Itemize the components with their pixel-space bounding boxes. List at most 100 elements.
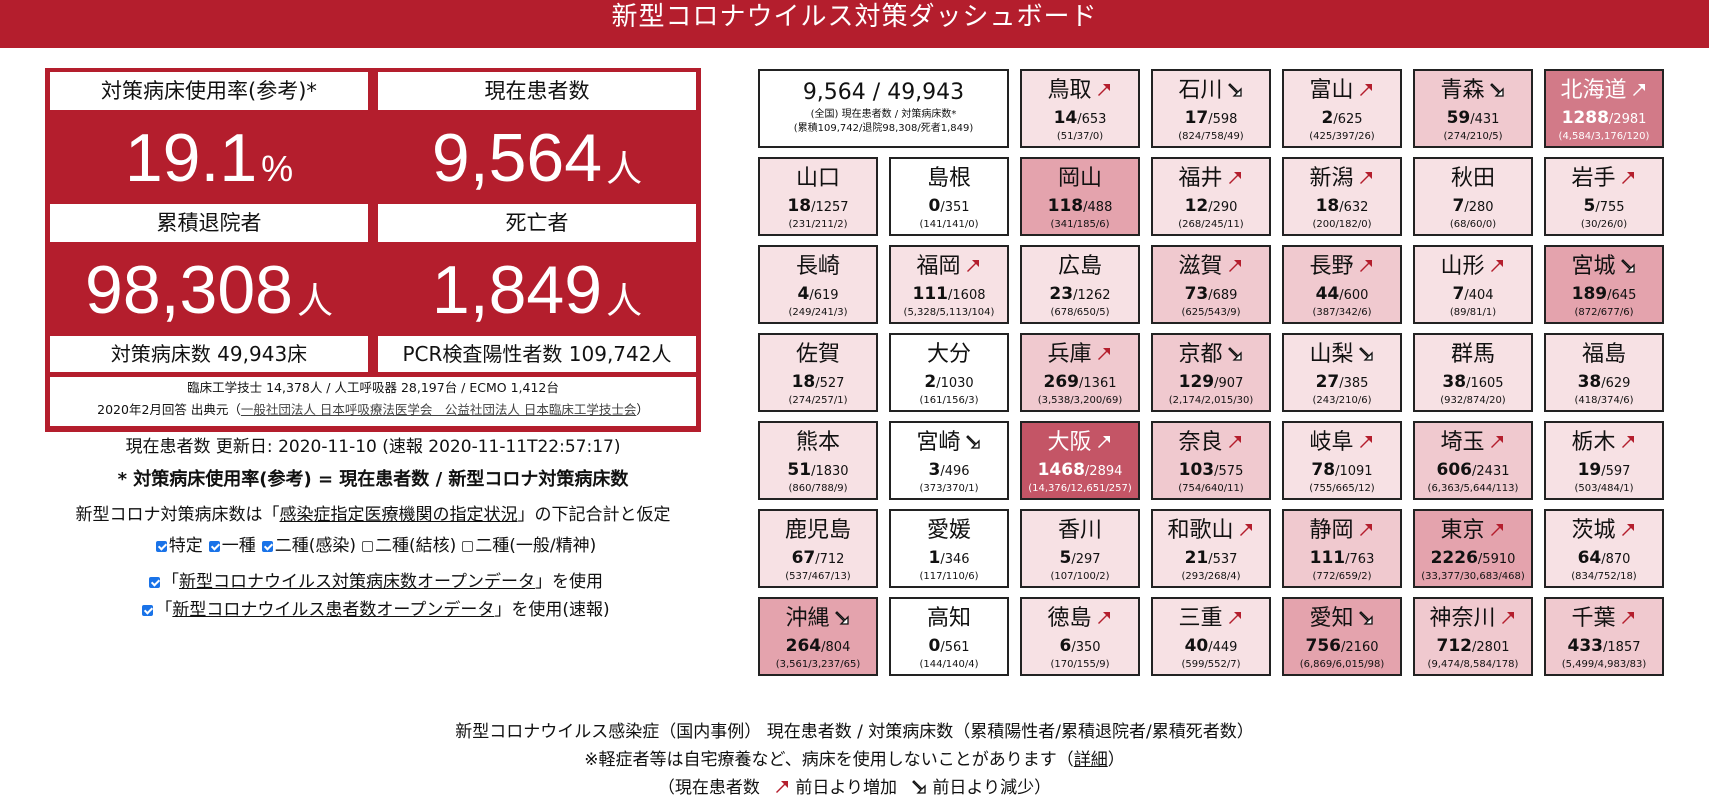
- prefecture-cell[interactable]: 宮城 189/645 (872/677/6): [1544, 245, 1664, 324]
- prefecture-cell[interactable]: 宮崎 3/496 (373/370/1): [889, 421, 1009, 500]
- prefecture-cell[interactable]: 沖縄 264/804 (3,561/3,237/65): [758, 597, 878, 676]
- prefecture-cell[interactable]: 青森 59/431 (274/210/5): [1413, 69, 1533, 148]
- prefecture-value: 189/645: [1546, 284, 1662, 306]
- prefecture-name-text: 鹿児島: [784, 518, 851, 543]
- opendata-patients-checkbox[interactable]: [142, 605, 154, 616]
- prefecture-name: 京都: [1153, 342, 1269, 368]
- prefecture-cell[interactable]: 熊本 51/1830 (860/788/9): [758, 421, 878, 500]
- prefecture-detail: (872/677/6): [1574, 307, 1634, 318]
- prefecture-cell[interactable]: 和歌山 21/537 (293/268/4): [1151, 509, 1271, 588]
- prefecture-cell[interactable]: 石川 17/598 (824/758/49): [1151, 69, 1271, 148]
- prefecture-cell[interactable]: 富山 2/625 (425/397/26): [1282, 69, 1402, 148]
- prefecture-cell[interactable]: 京都 129/907 (2,174/2,015/30): [1151, 333, 1271, 412]
- bed-type-checkbox[interactable]: [462, 541, 474, 552]
- prefecture-name: 山梨: [1284, 342, 1400, 368]
- prefecture-value: 18/1257: [760, 196, 876, 218]
- prefecture-beds: /1361: [1079, 376, 1117, 391]
- updated-text: 現在患者数 更新日: 2020-11-10 (速報 2020-11-11T22:…: [125, 437, 621, 457]
- details-link[interactable]: 詳細: [1073, 750, 1108, 770]
- prefecture-cell[interactable]: 鳥取 14/653 (51/37/0): [1020, 69, 1140, 148]
- prefecture-name-text: 山口: [795, 166, 840, 191]
- prefecture-cell[interactable]: 福岡 111/1608 (5,328/5,113/104): [889, 245, 1009, 324]
- prefecture-cell[interactable]: 大分 2/1030 (161/156/3): [889, 333, 1009, 412]
- prefecture-name-text: 山形: [1440, 254, 1485, 279]
- prefecture-cell[interactable]: 鹿児島 67/712 (537/467/13): [758, 509, 878, 588]
- prefecture-cell[interactable]: 山梨 27/385 (243/210/6): [1282, 333, 1402, 412]
- source-prefix: 2020年2月回答 出典元（: [97, 402, 241, 417]
- prefecture-value: 2226/5910: [1415, 548, 1531, 570]
- prefecture-cell[interactable]: 山口 18/1257 (231/211/2): [758, 157, 878, 236]
- prefecture-cell[interactable]: 神奈川 712/2801 (9,474/8,584/178): [1413, 597, 1533, 676]
- legend-suffix: ）: [1034, 778, 1052, 798]
- arrow-up-icon: [1501, 612, 1514, 624]
- prefecture-cell[interactable]: 秋田 7/280 (68/60/0): [1413, 157, 1533, 236]
- bed-type-checkbox[interactable]: [261, 541, 273, 552]
- prefecture-value: 12/290: [1153, 196, 1269, 218]
- prefecture-cell[interactable]: 香川 5/297 (107/100/2): [1020, 509, 1140, 588]
- prefecture-cell[interactable]: 長崎 4/619 (249/241/3): [758, 245, 878, 324]
- prefecture-cell[interactable]: 三重 40/449 (599/552/7): [1151, 597, 1271, 676]
- prefecture-cell[interactable]: 福島 38/629 (418/374/6): [1544, 333, 1664, 412]
- prefecture-detail: (6,363/5,644/113): [1427, 483, 1519, 494]
- usage-label: 対策病床使用率(参考)*: [50, 72, 368, 110]
- bed-type-checkbox[interactable]: [208, 541, 220, 552]
- prefecture-cell[interactable]: 新潟 18/632 (200/182/0): [1282, 157, 1402, 236]
- prefecture-cell[interactable]: 広島 23/1262 (678/650/5): [1020, 245, 1140, 324]
- opendata-beds-link[interactable]: 新型コロナウイルス対策病床数オープンデータ: [179, 572, 535, 592]
- prefecture-patients: 111: [912, 284, 949, 304]
- prefecture-cell[interactable]: 兵庫 269/1361 (3,538/3,200/69): [1020, 333, 1140, 412]
- prefecture-detail: (3,561/3,237/65): [775, 659, 861, 670]
- opendata-beds-checkbox[interactable]: [149, 577, 160, 588]
- prefecture-cell[interactable]: 長野 44/600 (387/342/6): [1282, 245, 1402, 324]
- prefecture-detail: (200/182/0): [1312, 219, 1372, 230]
- prefecture-cell[interactable]: 静岡 111/763 (772/659/2): [1282, 509, 1402, 588]
- prefecture-name-text: 福島: [1581, 342, 1626, 367]
- prefecture-cell[interactable]: 佐賀 18/527 (274/257/1): [758, 333, 878, 412]
- prefecture-name: 岐阜: [1284, 430, 1400, 456]
- prefecture-cell[interactable]: 岩手 5/755 (30/26/0): [1544, 157, 1664, 236]
- prefecture-value: 21/537: [1153, 548, 1269, 570]
- prefecture-cell[interactable]: 滋賀 73/689 (625/543/9): [1151, 245, 1271, 324]
- designation-link[interactable]: 感染症指定医療機関の指定状況: [279, 505, 518, 525]
- prefecture-cell[interactable]: 山形 7/404 (89/81/1): [1413, 245, 1533, 324]
- prefecture-cell[interactable]: 埼玉 606/2431 (6,363/5,644/113): [1413, 421, 1533, 500]
- patients-value: 9,564: [431, 120, 603, 196]
- prefecture-cell[interactable]: 群馬 38/1605 (932/874/20): [1413, 333, 1533, 412]
- prefecture-name: 宮城: [1546, 254, 1662, 280]
- prefecture-cell[interactable]: 徳島 6/350 (170/155/9): [1020, 597, 1140, 676]
- prefecture-cell[interactable]: 茨城 64/870 (834/752/18): [1544, 509, 1664, 588]
- prefecture-cell[interactable]: 島根 0/351 (141/141/0): [889, 157, 1009, 236]
- prefecture-cell[interactable]: 栃木 19/597 (503/484/1): [1544, 421, 1664, 500]
- prefecture-value: 2/1030: [891, 372, 1007, 394]
- prefecture-patients: 21: [1184, 548, 1209, 568]
- prefecture-value: 27/385: [1284, 372, 1400, 394]
- prefecture-cell[interactable]: 奈良 103/575 (754/640/11): [1151, 421, 1271, 500]
- prefecture-name-text: 長野: [1309, 254, 1354, 279]
- legend-down-label: 前日より減少: [932, 778, 1035, 798]
- arrow-up-icon: [1490, 436, 1503, 448]
- prefecture-cell[interactable]: 大阪 1468/2894 (14,376/12,651/257): [1020, 421, 1140, 500]
- prefecture-name: 栃木: [1546, 430, 1662, 456]
- prefecture-cell[interactable]: 高知 0/561 (144/140/4): [889, 597, 1009, 676]
- bed-type-checkbox[interactable]: [362, 541, 373, 552]
- prefecture-name-text: 茨城: [1571, 518, 1616, 543]
- prefecture-name: 大阪: [1022, 430, 1138, 456]
- prefecture-cell[interactable]: 岡山 118/488 (341/185/6): [1020, 157, 1140, 236]
- prefecture-cell[interactable]: 北海道 1288/2981 (4,584/3,176/120): [1544, 69, 1664, 148]
- prefecture-name-text: 愛媛: [926, 518, 971, 543]
- prefecture-beds: /629: [1601, 376, 1631, 391]
- national-summary[interactable]: 9,564 / 49,943 (全国) 現在患者数 / 対策病床数* (累積10…: [758, 69, 1009, 148]
- prefecture-name: 山口: [760, 166, 876, 192]
- source-link[interactable]: 一般社団法人 日本呼吸療法医学会 公益社団法人 日本臨床工学技士会: [240, 402, 637, 417]
- bed-type-checkbox[interactable]: [155, 541, 167, 552]
- prefecture-cell[interactable]: 愛知 756/2160 (6,869/6,015/98): [1282, 597, 1402, 676]
- prefecture-patients: 103: [1178, 460, 1215, 480]
- opendata-patients-link[interactable]: 新型コロナウイルス患者数オープンデータ: [172, 600, 495, 620]
- prefecture-cell[interactable]: 岐阜 78/1091 (755/665/12): [1282, 421, 1402, 500]
- prefecture-detail: (3,538/3,200/69): [1037, 395, 1123, 406]
- prefecture-cell[interactable]: 千葉 433/1857 (5,499/4,983/83): [1544, 597, 1664, 676]
- prefecture-cell[interactable]: 東京 2226/5910 (33,377/30,683/468): [1413, 509, 1533, 588]
- prefecture-name-text: 青森: [1440, 78, 1485, 103]
- prefecture-cell[interactable]: 福井 12/290 (268/245/11): [1151, 157, 1271, 236]
- prefecture-cell[interactable]: 愛媛 1/346 (117/110/6): [889, 509, 1009, 588]
